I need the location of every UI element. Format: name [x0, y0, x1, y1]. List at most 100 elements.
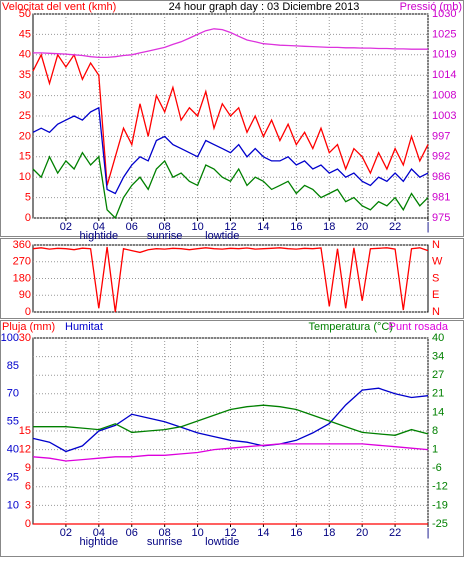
- y2-tick-label: -19: [432, 499, 448, 511]
- y-tick-label: 10: [19, 171, 31, 183]
- annotation: lowtide: [205, 230, 239, 242]
- y3-tick-label: 85: [7, 360, 19, 372]
- y3-tick-label: 10: [7, 499, 19, 511]
- y2-tick-label: W: [432, 256, 443, 268]
- panel-frame: [0, 320, 464, 557]
- y2-tick-label: 986: [432, 171, 450, 183]
- y-tick-label: 9: [25, 462, 31, 474]
- x-tick-label: 08: [159, 221, 171, 233]
- x-tick-label: 20: [356, 221, 368, 233]
- x-tick-label: 04: [93, 527, 105, 539]
- y2-tick-label: 1: [432, 444, 438, 456]
- y2-tick-label: N: [432, 239, 440, 251]
- y3-tick-label: 25: [7, 471, 19, 483]
- y2-tick-label: 1025: [432, 28, 456, 40]
- y-tick-label: 35: [19, 69, 31, 81]
- y2-tick-label: -25: [432, 518, 448, 530]
- y2-tick-label: 992: [432, 151, 450, 163]
- y2-tick-label: 21: [432, 388, 444, 400]
- y-tick-label: 30: [19, 90, 31, 102]
- series-line: [32, 151, 429, 220]
- y-axis-title: Velocitat del vent (kmh): [2, 1, 116, 13]
- x-tick-label: 10: [191, 221, 203, 233]
- series-line: [32, 246, 429, 313]
- y-tick-label: 45: [19, 28, 31, 40]
- panel-frame: [0, 0, 464, 237]
- y3-tick-label: 70: [7, 388, 19, 400]
- annotation: hightide: [80, 536, 119, 548]
- y2-tick-label: 14: [432, 406, 444, 418]
- series-label: Pluja (mm): [2, 321, 55, 333]
- x-tick-label: 02: [60, 221, 72, 233]
- series-line: [33, 404, 429, 436]
- x-tick-label: 10: [191, 527, 203, 539]
- y2-axis-title: Pressió (mb): [400, 1, 462, 13]
- series-line: [32, 106, 429, 195]
- y-tick-label: 270: [13, 256, 31, 268]
- y-tick-label: 0: [25, 212, 31, 224]
- y2-tick-label: 997: [432, 130, 450, 142]
- y2-tick-label: E: [432, 289, 439, 301]
- annotation: lowtide: [205, 536, 239, 548]
- x-tick-label: 22: [389, 221, 401, 233]
- y2-tick-label: 1019: [432, 49, 456, 61]
- y-tick-label: 0: [25, 306, 31, 318]
- y2-tick-label: 8: [432, 425, 438, 437]
- y-tick-label: 360: [13, 239, 31, 251]
- series-label: Temperatura (°C): [309, 321, 393, 333]
- y2-tick-label: 1008: [432, 90, 456, 102]
- series-label: Humitat: [65, 321, 103, 333]
- y-tick-label: 3: [25, 499, 31, 511]
- y-tick-label: 20: [19, 130, 31, 142]
- x-tick-label: 04: [93, 221, 105, 233]
- y2-tick-label: S: [432, 272, 439, 284]
- x-tick-label: 18: [323, 221, 335, 233]
- y-tick-label: 6: [25, 481, 31, 493]
- annotation: hightide: [80, 230, 119, 242]
- x-tick-label: |: [427, 221, 430, 233]
- y-tick-label: 180: [13, 272, 31, 284]
- panel-frame: [0, 238, 464, 319]
- y2-tick-label: 1014: [432, 69, 456, 81]
- series-line: [32, 443, 429, 462]
- y3-tick-label: 55: [7, 416, 19, 428]
- y2-tick-label: 27: [432, 369, 444, 381]
- y-tick-label: 50: [19, 8, 31, 20]
- x-tick-label: 16: [290, 527, 302, 539]
- y2-tick-label: -6: [432, 462, 442, 474]
- chart-title: 24 hour graph day : 03 Diciembre 2013: [169, 1, 360, 13]
- series-label: Punt rosada: [389, 321, 449, 333]
- y2-tick-label: 34: [432, 351, 444, 363]
- annotation: sunrise: [147, 536, 182, 548]
- x-tick-label: 02: [60, 527, 72, 539]
- y2-tick-label: 1003: [432, 110, 456, 122]
- y2-tick-label: 40: [432, 332, 444, 344]
- y-tick-label: 40: [19, 49, 31, 61]
- x-tick-label: 14: [257, 221, 269, 233]
- x-tick-label: 08: [159, 527, 171, 539]
- series-line: [33, 28, 428, 59]
- annotation: sunrise: [147, 230, 182, 242]
- y-tick-label: 15: [19, 151, 31, 163]
- x-tick-label: 12: [224, 221, 236, 233]
- x-tick-label: 12: [224, 527, 236, 539]
- y-tick-label: 25: [19, 110, 31, 122]
- x-tick-label: |: [427, 527, 430, 539]
- y2-tick-label: 981: [432, 192, 450, 204]
- series-line: [32, 53, 429, 186]
- y-tick-label: 0: [25, 518, 31, 530]
- x-tick-label: 18: [323, 527, 335, 539]
- y-tick-label: 30: [19, 332, 31, 344]
- y2-tick-label: N: [432, 306, 440, 318]
- y-tick-label: 12: [19, 444, 31, 456]
- y3-tick-label: 100: [1, 332, 19, 344]
- x-tick-label: 20: [356, 527, 368, 539]
- series-line: [32, 387, 429, 453]
- y3-tick-label: 40: [7, 444, 19, 456]
- y2-tick-label: 975: [432, 212, 450, 224]
- y-tick-label: 15: [19, 425, 31, 437]
- x-tick-label: 06: [126, 527, 138, 539]
- y2-tick-label: -12: [432, 481, 448, 493]
- x-tick-label: 16: [290, 221, 302, 233]
